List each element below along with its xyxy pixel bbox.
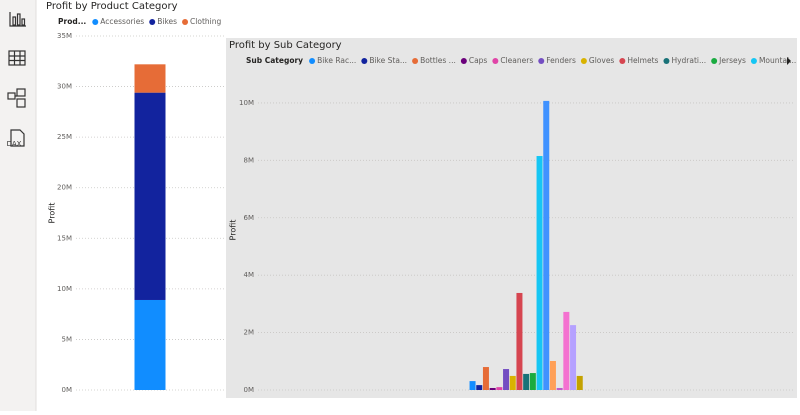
bar bbox=[549, 361, 556, 390]
bar bbox=[529, 373, 536, 390]
legend-marker bbox=[361, 58, 368, 64]
legend-marker bbox=[309, 58, 316, 64]
y-tick-label: 4M bbox=[244, 271, 255, 279]
legend-marker bbox=[460, 58, 467, 64]
y-tick-label: 35M bbox=[57, 32, 72, 40]
legend-label: Cleaners bbox=[500, 56, 533, 65]
bar bbox=[563, 311, 570, 390]
y-tick-label: 0M bbox=[62, 386, 73, 394]
bar bbox=[496, 387, 503, 390]
y-tick-label: 5M bbox=[62, 335, 73, 343]
legend-label: Fenders bbox=[546, 56, 576, 65]
bar bbox=[543, 100, 550, 390]
legend-label: Clothing bbox=[190, 17, 221, 26]
legend-marker bbox=[182, 19, 189, 25]
y-tick-label: 30M bbox=[57, 83, 72, 91]
legend-label: Caps bbox=[469, 56, 488, 65]
legend-label: Accessories bbox=[100, 17, 144, 26]
y-tick-label: 10M bbox=[239, 99, 254, 107]
bar bbox=[469, 381, 476, 390]
legend-marker bbox=[619, 58, 626, 64]
bar bbox=[476, 385, 483, 390]
report-view-icon[interactable] bbox=[9, 12, 26, 27]
legend-marker bbox=[92, 19, 99, 25]
legend-marker bbox=[580, 58, 587, 64]
bar bbox=[516, 292, 523, 390]
dax-query-icon[interactable]: DAX bbox=[7, 129, 25, 148]
legend-label: Gloves bbox=[589, 56, 615, 65]
y-tick-label: 2M bbox=[244, 329, 255, 337]
legend-label: Hydrati... bbox=[671, 56, 706, 65]
y-tick-label: 10M bbox=[57, 285, 72, 293]
legend-title: Sub Category bbox=[246, 56, 303, 65]
legend-title: Prod... bbox=[58, 17, 86, 26]
legend-label: Helmets bbox=[627, 56, 658, 65]
legend-label: Bottles ... bbox=[420, 56, 456, 65]
sidebar bbox=[0, 0, 36, 411]
bar bbox=[503, 369, 510, 390]
bar bbox=[556, 387, 563, 390]
bar bbox=[482, 367, 489, 390]
legend-next-arrow[interactable] bbox=[787, 57, 791, 65]
legend-label: Bikes bbox=[157, 17, 177, 26]
bar bbox=[570, 325, 577, 390]
y-tick-label: 6M bbox=[244, 214, 255, 222]
legend-label: Jerseys bbox=[718, 56, 746, 65]
bar-segment bbox=[134, 64, 166, 93]
bar bbox=[576, 375, 583, 390]
legend-marker bbox=[750, 58, 757, 64]
y-tick-label: 0M bbox=[244, 386, 255, 394]
chart-title: Profit by Product Category bbox=[46, 1, 178, 12]
legend-label: Bike Sta... bbox=[369, 56, 407, 65]
y-tick-label: 20M bbox=[57, 184, 72, 192]
legend-label: Mountai... bbox=[759, 56, 796, 65]
bar bbox=[509, 375, 516, 390]
legend-marker bbox=[492, 58, 499, 64]
legend-marker bbox=[538, 58, 545, 64]
legend-marker bbox=[663, 58, 670, 64]
legend-marker bbox=[149, 19, 156, 25]
y-axis-label: Profit bbox=[229, 220, 238, 241]
y-axis-label: Profit bbox=[48, 203, 57, 224]
bar-segment bbox=[134, 92, 166, 300]
data-view-icon[interactable] bbox=[8, 50, 26, 66]
chart-title: Profit by Sub Category bbox=[229, 40, 342, 51]
dax-label: DAX bbox=[7, 140, 22, 148]
model-view-icon[interactable] bbox=[7, 88, 26, 108]
y-tick-label: 8M bbox=[244, 156, 255, 164]
legend-label: Bike Rac... bbox=[317, 56, 356, 65]
bar bbox=[523, 373, 530, 390]
y-tick-label: 25M bbox=[57, 133, 72, 141]
legend-marker bbox=[711, 58, 718, 64]
y-tick-label: 15M bbox=[57, 234, 72, 242]
bar bbox=[489, 387, 496, 390]
legend-marker bbox=[412, 58, 419, 64]
bar bbox=[536, 156, 543, 390]
bar-segment bbox=[134, 299, 166, 390]
